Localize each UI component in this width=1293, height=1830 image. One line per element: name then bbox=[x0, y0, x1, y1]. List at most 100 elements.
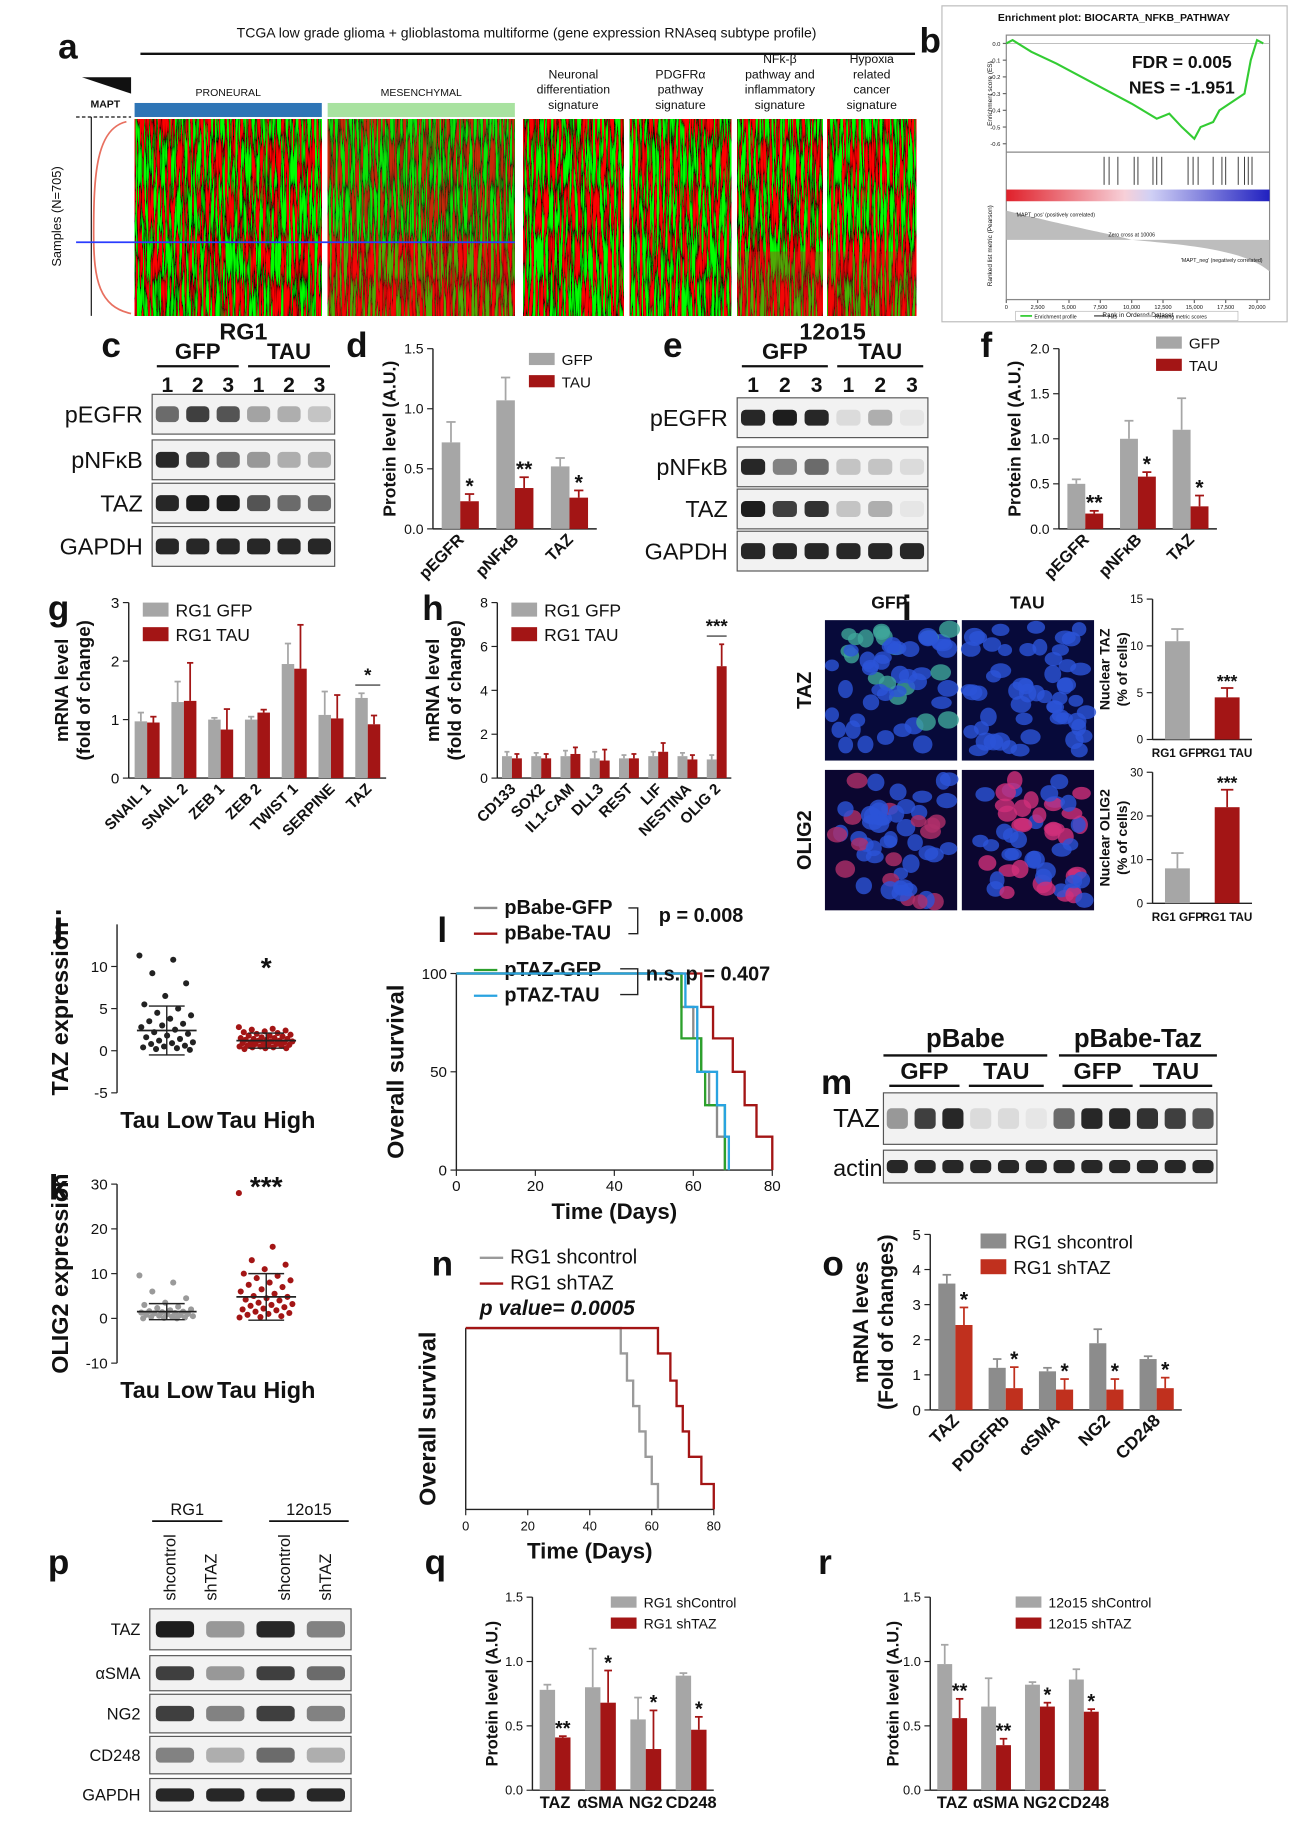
blot-band bbox=[306, 1788, 346, 1802]
blot-band bbox=[997, 1108, 1020, 1129]
blot-band bbox=[206, 1705, 245, 1722]
bar bbox=[716, 666, 727, 779]
data-point bbox=[261, 1266, 268, 1273]
blot-band bbox=[1109, 1108, 1131, 1129]
legend-swatch bbox=[980, 1259, 1007, 1275]
blot-band bbox=[155, 1788, 195, 1802]
legend-label: pTAZ-TAU bbox=[504, 985, 599, 1007]
bar bbox=[355, 697, 368, 779]
nucleus bbox=[939, 620, 961, 638]
data-point bbox=[270, 1044, 277, 1051]
nucleus bbox=[978, 855, 997, 871]
data-point bbox=[236, 1043, 243, 1050]
nucleus bbox=[910, 814, 927, 828]
y-tick-label: 0 bbox=[1137, 897, 1144, 910]
nucleus bbox=[831, 721, 846, 738]
bar bbox=[257, 712, 270, 779]
y-tick-label: 1.0 bbox=[1030, 431, 1050, 447]
nucleus bbox=[982, 637, 1002, 652]
nucleus bbox=[871, 683, 889, 697]
panel-letter: i bbox=[902, 589, 912, 628]
data-point bbox=[189, 1313, 196, 1320]
x-tick-label: RG1 TAU bbox=[1202, 747, 1252, 760]
panel-letter: f bbox=[981, 326, 993, 365]
blot-band bbox=[772, 458, 797, 475]
data-point bbox=[250, 1292, 257, 1300]
data-point bbox=[159, 1022, 166, 1029]
legend-label: RG1 TAU bbox=[544, 625, 618, 645]
y-tick-label: 0.5 bbox=[1030, 476, 1050, 492]
y-axis-label: (% of cells) bbox=[1114, 632, 1130, 706]
signature-label: Neuronal bbox=[548, 67, 598, 81]
data-point bbox=[235, 1024, 242, 1031]
bar bbox=[658, 751, 669, 779]
bar bbox=[645, 1749, 662, 1791]
column-label: TAU bbox=[1010, 592, 1045, 612]
legend-label: RG1 shcontrol bbox=[510, 1247, 637, 1269]
panel-letter: r bbox=[818, 1543, 832, 1582]
signature-label: signature bbox=[548, 98, 599, 112]
data-point bbox=[274, 1272, 281, 1279]
survival-curve bbox=[456, 972, 731, 1171]
legend-swatch bbox=[528, 375, 555, 388]
data-point bbox=[175, 1005, 182, 1012]
nucleus bbox=[1056, 677, 1077, 693]
data-point bbox=[141, 1301, 148, 1308]
nucleus bbox=[1015, 712, 1033, 726]
significance: * bbox=[1044, 1685, 1052, 1707]
protein-label: GAPDH bbox=[645, 538, 728, 564]
blot-band bbox=[256, 1705, 295, 1722]
significance: ** bbox=[996, 1721, 1012, 1743]
significance: * bbox=[604, 1652, 612, 1674]
y-tick-label: 0 bbox=[99, 1311, 107, 1328]
significance: * bbox=[1143, 453, 1152, 476]
nucleus bbox=[1070, 743, 1088, 758]
protein-label: pEGFR bbox=[650, 405, 728, 431]
blot-frame bbox=[736, 530, 929, 572]
significance: * bbox=[261, 952, 272, 983]
blot-band bbox=[868, 501, 893, 517]
nucleus bbox=[982, 839, 1000, 852]
heatmap bbox=[827, 119, 917, 316]
data-point bbox=[235, 1190, 242, 1197]
significance: * bbox=[1010, 1348, 1019, 1371]
y-tick-label: 4 bbox=[912, 1262, 921, 1279]
x-tick-label: 60 bbox=[645, 1518, 659, 1533]
bar bbox=[1172, 429, 1191, 529]
data-point bbox=[141, 1001, 148, 1008]
nucleus bbox=[867, 773, 885, 792]
lane-label: 3 bbox=[222, 374, 234, 397]
bar bbox=[938, 1283, 956, 1410]
data-point bbox=[245, 1281, 252, 1288]
blot-band bbox=[155, 495, 179, 512]
signature-label: inflammatory bbox=[745, 83, 816, 97]
blot-band bbox=[772, 409, 797, 426]
x-tick-label: Tau High bbox=[217, 1107, 315, 1133]
nucleus bbox=[1036, 862, 1056, 881]
nucleus bbox=[1051, 842, 1072, 857]
nucleus bbox=[902, 854, 920, 873]
legend-swatch bbox=[1015, 1617, 1042, 1629]
blot-band bbox=[247, 495, 271, 512]
bar bbox=[1190, 506, 1209, 529]
bar bbox=[460, 501, 479, 529]
blot-band bbox=[740, 458, 766, 475]
x-tick-label: 0 bbox=[452, 1178, 460, 1195]
mapt-curve bbox=[92, 120, 132, 315]
signature-label: PDGFRα bbox=[655, 67, 705, 81]
nucleus bbox=[994, 798, 1015, 813]
y-tick-label: 0.5 bbox=[903, 1718, 921, 1733]
data-point bbox=[255, 1299, 262, 1306]
x-tick-label: NG2 bbox=[1023, 1794, 1057, 1812]
bar bbox=[952, 1718, 968, 1791]
bar bbox=[1067, 483, 1086, 529]
panel-letter: c bbox=[101, 326, 121, 365]
bar bbox=[531, 756, 542, 779]
nucleus bbox=[1036, 881, 1056, 896]
significance: ** bbox=[952, 1681, 968, 1703]
y-tick-label: 4 bbox=[480, 682, 488, 698]
blot-band bbox=[216, 406, 240, 423]
bar bbox=[937, 1664, 953, 1791]
blot-band bbox=[277, 451, 301, 468]
